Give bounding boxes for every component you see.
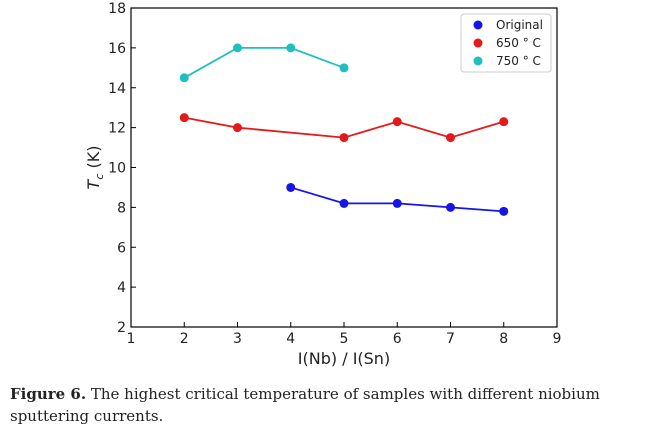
data-point-750c	[286, 43, 296, 53]
y-tick-label: 16	[108, 41, 126, 57]
legend-marker	[473, 56, 483, 66]
y-tick-label: 4	[117, 280, 126, 296]
data-point-650c	[499, 117, 509, 127]
legend-marker	[473, 20, 483, 30]
x-tick-label: 4	[286, 331, 295, 347]
series-650c	[179, 113, 509, 143]
data-point-650c	[446, 133, 455, 143]
y-axis-label: Tc (K)	[84, 146, 106, 190]
series-line-750c	[183, 46, 345, 79]
figure-caption: Figure 6. The highest critical temperatu…	[10, 383, 642, 427]
data-point-650c	[392, 117, 402, 127]
legend-label: 750 ° C	[496, 54, 541, 68]
x-tick-label: 1	[127, 331, 136, 347]
y-tick-label: 8	[117, 200, 126, 216]
data-point-750c	[339, 63, 349, 73]
data-point-650c	[233, 123, 242, 133]
x-tick-label: 9	[553, 331, 562, 347]
y-tick-label: 12	[108, 121, 126, 137]
data-point-750c	[179, 73, 189, 83]
data-point-650c	[339, 133, 349, 143]
caption-text: The highest critical temperature of samp…	[10, 385, 600, 425]
data-point-original	[392, 198, 402, 208]
data-point-original	[339, 198, 349, 208]
series-750c	[179, 43, 349, 83]
series-line-650c	[184, 116, 505, 139]
x-tick-label: 6	[393, 331, 402, 347]
legend-label: 650 ° C	[496, 36, 541, 50]
x-tick-label: 3	[233, 331, 242, 347]
legend-marker	[473, 38, 483, 48]
y-tick-label: 10	[108, 161, 126, 177]
x-tick-label: 5	[340, 331, 349, 347]
caption-label: Figure 6.	[10, 385, 87, 403]
y-tick-label: 6	[117, 240, 126, 256]
data-point-original	[286, 182, 296, 192]
series-original	[286, 182, 509, 216]
y-tick-label: 2	[117, 320, 126, 336]
legend-label: Original	[496, 18, 543, 32]
y-tick-label: 18	[108, 1, 126, 17]
data-point-650c	[179, 113, 189, 123]
data-point-original	[446, 202, 455, 212]
legend: Original 650 ° C 750 ° C	[460, 13, 552, 73]
data-point-750c	[233, 43, 242, 53]
data-point-original	[499, 206, 509, 216]
x-tick-label: 7	[446, 331, 455, 347]
x-axis-label: I(Nb) / I(Sn)	[298, 349, 390, 368]
series-layer	[179, 43, 509, 216]
y-tick-label: 14	[108, 81, 126, 97]
x-tick-label: 8	[499, 331, 508, 347]
legend-box	[460, 13, 552, 73]
x-tick-label: 2	[180, 331, 189, 347]
